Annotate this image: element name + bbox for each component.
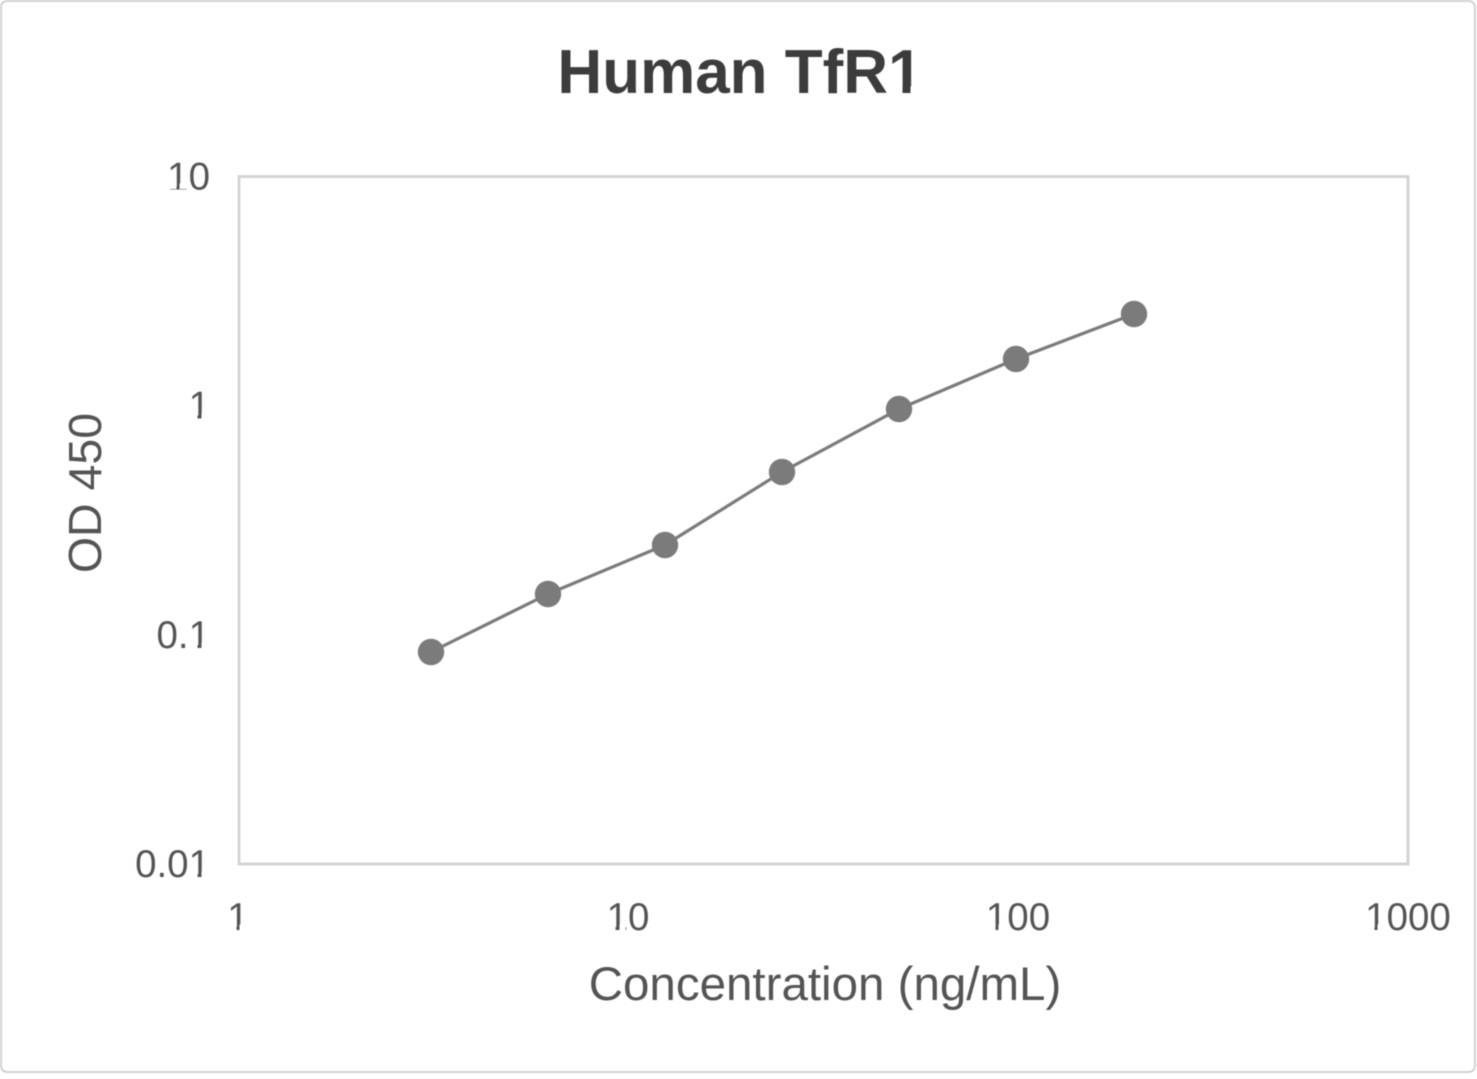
svg-text:Human TfR1: Human TfR1 <box>557 38 922 107</box>
svg-text:1: 1 <box>227 896 248 939</box>
svg-text:10: 10 <box>167 155 210 198</box>
svg-text:0.01: 0.01 <box>135 843 210 886</box>
svg-text:Concentration (ng/mL): Concentration (ng/mL) <box>589 958 1062 1011</box>
svg-text:1000: 1000 <box>1365 896 1451 939</box>
svg-text:OD 450: OD 450 <box>59 413 111 573</box>
svg-text:1: 1 <box>189 385 210 428</box>
svg-text:10: 10 <box>607 896 650 939</box>
svg-text:100: 100 <box>986 896 1050 939</box>
svg-text:0.1: 0.1 <box>156 614 210 657</box>
